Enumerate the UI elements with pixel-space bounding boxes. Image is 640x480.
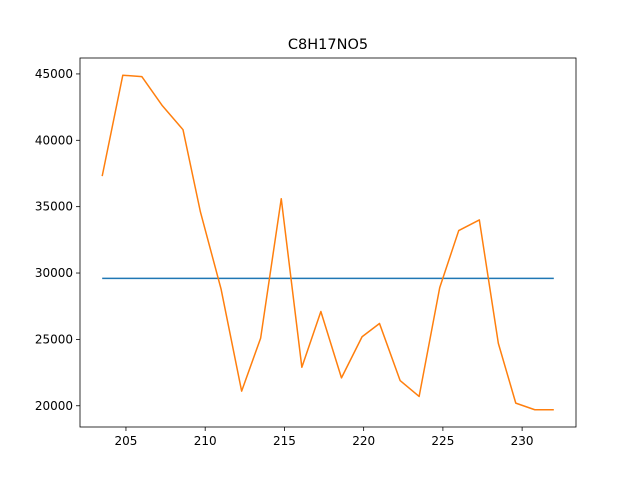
- series-line-2: [101, 74, 554, 411]
- x-tick-label: 210: [194, 434, 217, 448]
- x-tick-label: 220: [352, 434, 375, 448]
- x-tick-label: 215: [273, 434, 296, 448]
- x-tick-label: 230: [511, 434, 534, 448]
- series-layer: [101, 74, 554, 411]
- axes-layer: 205 210 215 220 225 230 20000 25000 30000 35000 40…: [35, 57, 577, 448]
- plot-frame: [79, 57, 577, 428]
- y-tick-label: 40000: [35, 133, 73, 147]
- y-tick-label: 30000: [35, 266, 73, 280]
- x-tick-label: 225: [431, 434, 454, 448]
- chart-title: C8H17NO5: [288, 37, 368, 53]
- x-tick-label: 205: [115, 434, 138, 448]
- y-tick-label: 25000: [35, 332, 73, 346]
- y-tick-label: 20000: [35, 399, 73, 413]
- y-tick-label: 35000: [35, 200, 73, 214]
- y-tick-label: 45000: [35, 67, 73, 81]
